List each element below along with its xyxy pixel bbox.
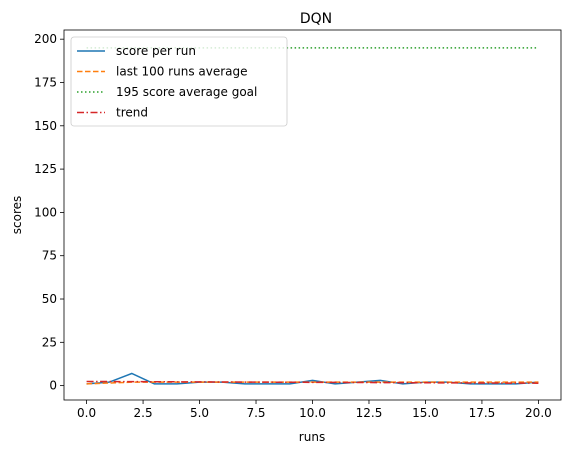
x-tick-label: 15.0 xyxy=(412,406,439,420)
x-tick-label: 17.5 xyxy=(469,406,496,420)
y-tick-label: 175 xyxy=(34,75,57,89)
x-tick-label: 0.0 xyxy=(77,406,96,420)
x-tick-label: 2.5 xyxy=(134,406,153,420)
legend-label-3: 195 score average goal xyxy=(116,85,257,99)
y-tick-label: 0 xyxy=(49,379,57,393)
x-tick-label: 20.0 xyxy=(525,406,552,420)
series-line-1 xyxy=(86,372,539,385)
x-axis-label: runs xyxy=(299,430,325,444)
x-axis: 0.0 2.5 5.0 7.5 10.0 12.5 15.0 17.5 20.0 xyxy=(77,400,552,420)
y-tick-label: 50 xyxy=(42,292,57,306)
y-axis-label: scores xyxy=(10,196,24,235)
x-tick-label: 7.5 xyxy=(246,406,265,420)
y-tick-label: 25 xyxy=(42,335,57,349)
y-axis: 0 25 50 75 100 125 150 175 200 xyxy=(34,32,64,393)
y-tick-label: 125 xyxy=(34,162,57,176)
legend-label-4: trend xyxy=(116,106,148,120)
legend: score per run last 100 runs average 195 sc… xyxy=(70,36,288,127)
y-tick-label: 200 xyxy=(34,32,57,46)
chart-title: DQN xyxy=(300,11,332,27)
legend-box xyxy=(70,36,288,127)
y-tick-label: 100 xyxy=(34,205,57,219)
y-tick-label: 150 xyxy=(34,119,57,133)
legend-label-1: score per run xyxy=(116,44,196,58)
series-line-4 xyxy=(86,380,539,384)
plot-area xyxy=(86,47,539,385)
x-tick-label: 10.0 xyxy=(299,406,326,420)
legend-label-2: last 100 runs average xyxy=(116,65,248,79)
x-tick-label: 5.0 xyxy=(190,406,209,420)
x-tick-label: 12.5 xyxy=(356,406,383,420)
y-tick-label: 75 xyxy=(42,249,57,263)
